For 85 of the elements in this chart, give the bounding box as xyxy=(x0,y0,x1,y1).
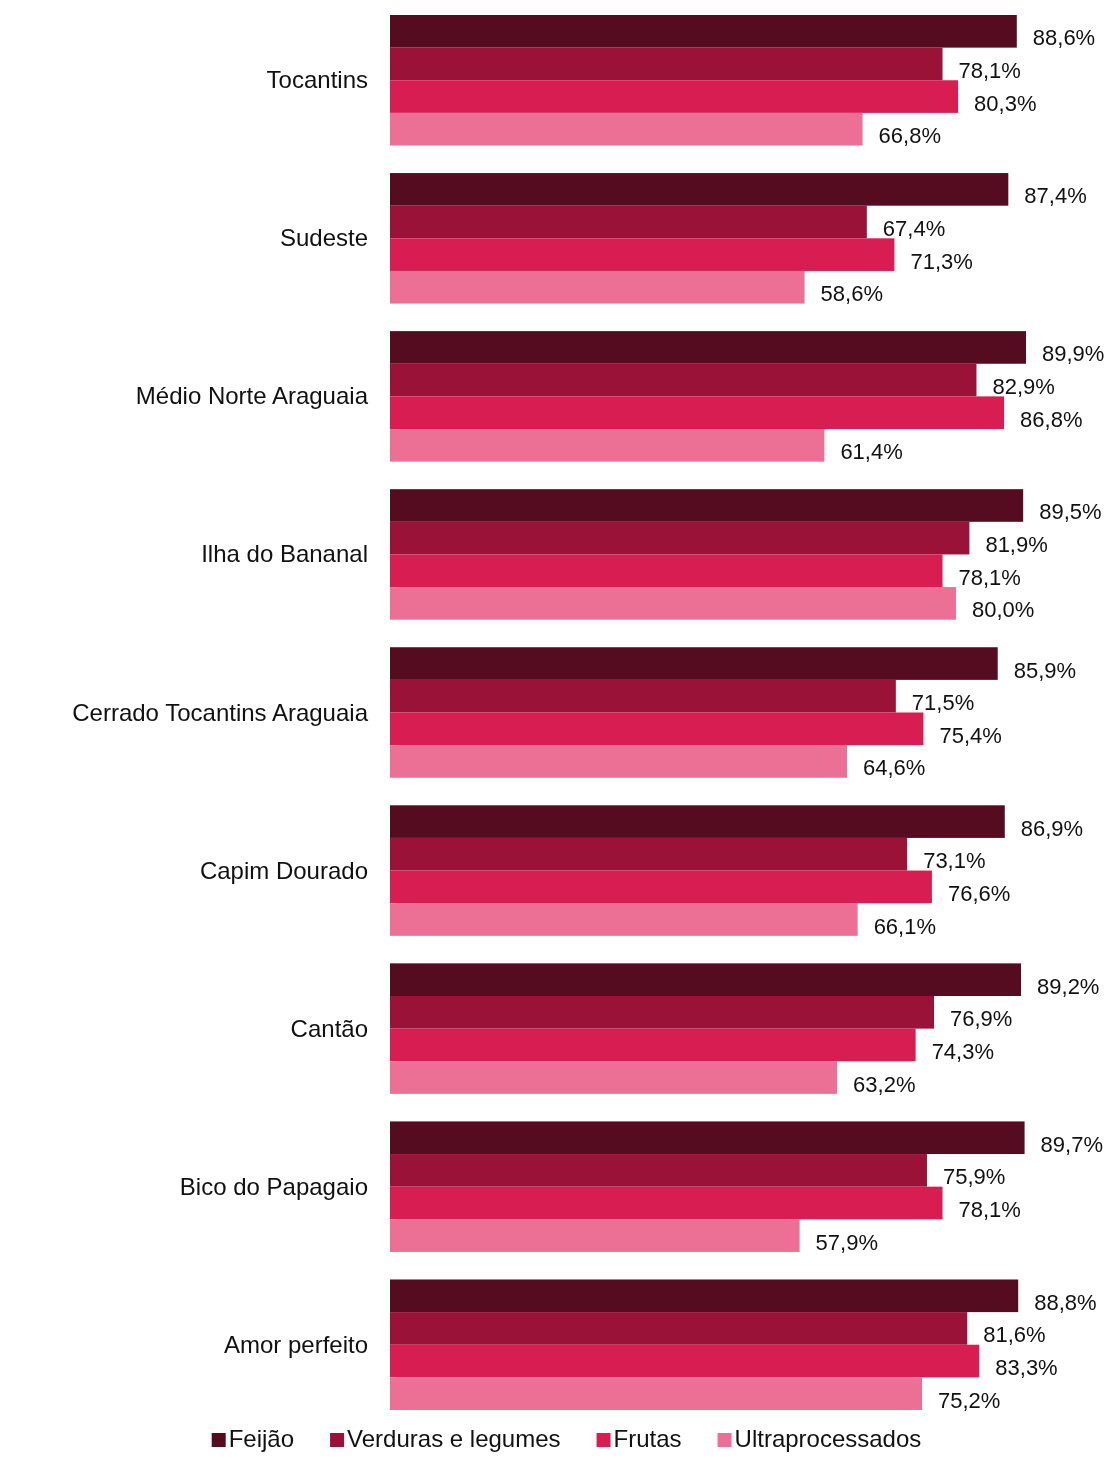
bar xyxy=(390,331,1026,364)
data-label: 76,6% xyxy=(947,880,1011,906)
data-label: 81,9% xyxy=(985,532,1048,558)
data-label: 71,3% xyxy=(910,248,973,274)
data-label: 75,4% xyxy=(939,722,1002,748)
bar xyxy=(390,47,943,81)
y-tick-label: Amor perfeito xyxy=(223,1330,368,1358)
data-label: 58,6% xyxy=(820,281,883,307)
data-label: 64,6% xyxy=(863,755,926,781)
bar xyxy=(390,80,959,113)
bar xyxy=(390,270,805,304)
bar xyxy=(390,521,970,555)
data-label: 87,4% xyxy=(1024,183,1087,209)
data-label: 66,8% xyxy=(878,123,941,149)
bar xyxy=(390,995,935,1029)
bar xyxy=(390,837,908,871)
data-label: 78,1% xyxy=(958,57,1021,83)
data-label: 78,1% xyxy=(958,564,1021,590)
data-label: 88,8% xyxy=(1034,1289,1097,1315)
data-label: 76,9% xyxy=(950,1006,1013,1032)
bar xyxy=(390,238,895,271)
data-label: 71,5% xyxy=(911,690,975,716)
data-label: 82,9% xyxy=(992,374,1055,400)
data-label: 81,6% xyxy=(983,1322,1046,1348)
data-label: 89,9% xyxy=(1042,341,1105,367)
bar xyxy=(390,1377,922,1410)
data-label: 80,3% xyxy=(974,90,1037,116)
y-tick-label: Cerrado Tocantins Araguaia xyxy=(72,698,369,726)
y-tick-label: Bico do Papagaio xyxy=(179,1172,368,1200)
y-tick-label: Sudeste xyxy=(279,224,368,252)
data-label: 80,0% xyxy=(971,597,1035,623)
bar xyxy=(390,1121,1025,1155)
data-label: 86,9% xyxy=(1020,815,1084,841)
data-label: 89,5% xyxy=(1039,499,1102,525)
bar xyxy=(390,745,848,778)
bar xyxy=(390,1312,968,1345)
data-label: 86,8% xyxy=(1020,406,1083,432)
bar xyxy=(390,805,1005,838)
bar xyxy=(390,647,998,680)
data-label: 89,2% xyxy=(1037,973,1100,999)
y-tick-label: Tocantins xyxy=(266,66,368,94)
bar xyxy=(390,173,1009,206)
data-label: 67,4% xyxy=(882,216,946,242)
y-tick-label: Ilha do Bananal xyxy=(201,540,368,568)
bar xyxy=(390,15,1017,48)
legend-label: Feijão xyxy=(228,1425,295,1452)
y-tick-label: Médio Norte Araguaia xyxy=(135,382,369,410)
y-tick-label: Cantão xyxy=(290,1014,368,1042)
bar xyxy=(390,587,956,620)
bar xyxy=(390,1061,838,1094)
bar xyxy=(390,963,1022,996)
data-label: 57,9% xyxy=(815,1229,879,1255)
bar xyxy=(390,363,977,397)
bar xyxy=(390,1028,916,1062)
y-tick-label: Capim Dourado xyxy=(199,856,368,884)
bar xyxy=(390,679,896,713)
data-label: 85,9% xyxy=(1013,657,1077,683)
data-label: 66,1% xyxy=(873,913,937,939)
data-label: 75,2% xyxy=(938,1387,1001,1413)
bar xyxy=(390,205,867,239)
bar xyxy=(390,1186,943,1220)
legend-label: Ultraprocessados xyxy=(734,1425,922,1452)
data-label: 78,1% xyxy=(958,1196,1021,1222)
data-label: 83,3% xyxy=(995,1355,1058,1381)
bar xyxy=(390,870,932,904)
bar xyxy=(390,1344,980,1378)
bar xyxy=(390,1154,927,1187)
bar xyxy=(390,554,943,588)
legend-label: Verduras e legumes xyxy=(347,1425,561,1452)
data-label: 73,1% xyxy=(923,848,986,874)
bar xyxy=(390,712,924,746)
bar xyxy=(390,1279,1019,1313)
bar xyxy=(390,1219,800,1252)
bar xyxy=(390,903,858,936)
legend-label: Frutas xyxy=(613,1425,682,1452)
bar xyxy=(390,429,825,462)
data-label: 63,2% xyxy=(853,1071,916,1097)
data-label: 75,9% xyxy=(942,1164,1006,1190)
bar xyxy=(390,489,1024,522)
bar xyxy=(390,396,1005,430)
data-label: 74,3% xyxy=(931,1038,995,1064)
data-label: 89,7% xyxy=(1040,1131,1103,1157)
bar xyxy=(390,112,863,146)
data-label: 88,6% xyxy=(1032,25,1096,51)
data-label: 61,4% xyxy=(840,439,903,465)
